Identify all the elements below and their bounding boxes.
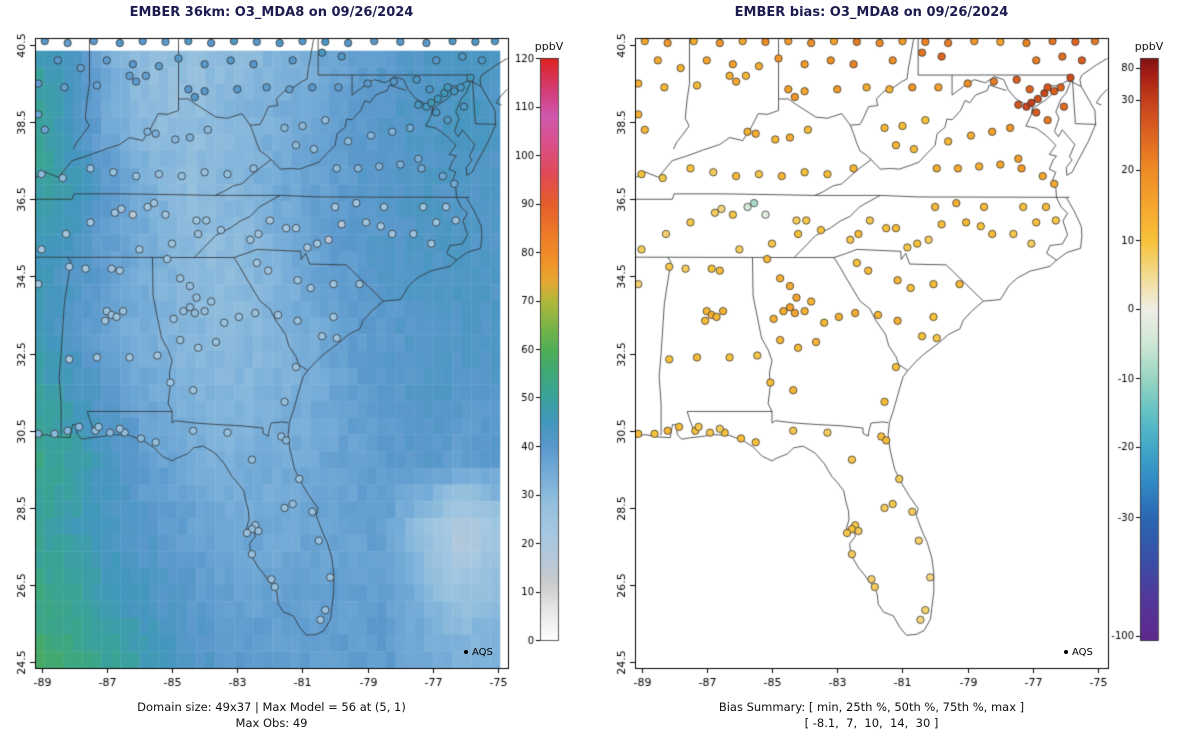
left-colorbar-unit-label: ppbV bbox=[534, 40, 564, 53]
left-caption-max-obs: Max Obs: 49 bbox=[235, 716, 308, 730]
right-aqs-legend: AQS bbox=[1064, 647, 1093, 658]
right-aqs-legend-label: AQS bbox=[1072, 647, 1093, 658]
right-colorbar-unit-label: ppbV bbox=[1134, 40, 1164, 53]
left-aqs-legend: AQS bbox=[464, 647, 493, 658]
left-panel-title: EMBER 36km: O3_MDA8 on 09/26/2024 bbox=[129, 5, 414, 20]
left-caption-domain-size: Domain size: 49x37 | Max Model = 56 at (… bbox=[137, 700, 406, 714]
aqs-point-marker-icon bbox=[1064, 650, 1068, 654]
aqs-point-marker-icon bbox=[464, 650, 468, 654]
right-caption-bias-summary-header: Bias Summary: [ min, 25th %, 50th %, 75t… bbox=[718, 700, 1025, 714]
right-caption-bias-summary-values: [ -8.1, 7, 10, 14, 30 ] bbox=[804, 716, 939, 730]
right-panel-title: EMBER bias: O3_MDA8 on 09/26/2024 bbox=[734, 5, 1009, 20]
left-aqs-legend-label: AQS bbox=[472, 647, 493, 658]
